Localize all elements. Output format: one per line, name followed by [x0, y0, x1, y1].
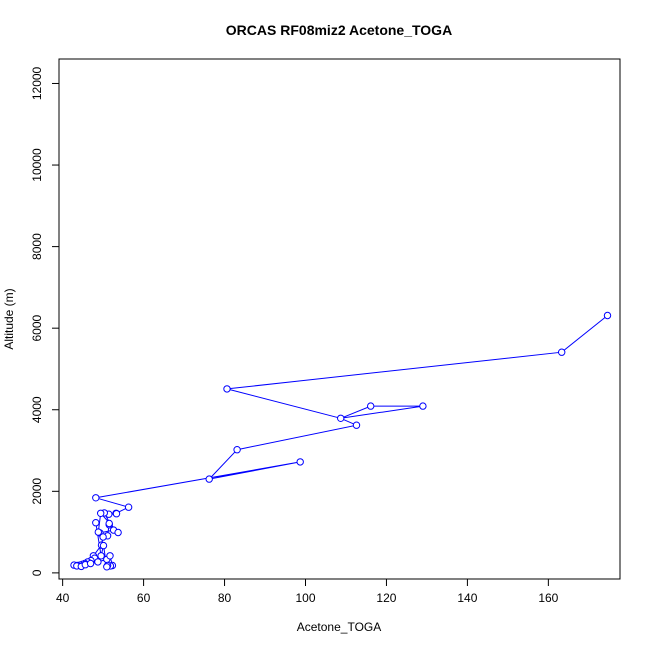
data-point [124, 503, 133, 511]
y-axis: 0 2000 4000 6000 8000 10000 12000 [30, 66, 60, 576]
x-tick-label: 160 [538, 591, 558, 605]
y-axis-label: Altitude (m) [2, 288, 16, 349]
data-point [105, 519, 113, 528]
x-tick-label: 40 [56, 591, 70, 605]
data-point [558, 348, 566, 356]
data-point [352, 421, 361, 429]
series-line-segment [340, 405, 423, 419]
data-point [419, 402, 427, 410]
data-point [112, 510, 121, 518]
series-layer [70, 311, 612, 571]
data-point [223, 385, 231, 393]
data-point [86, 559, 95, 568]
data-point [233, 446, 241, 454]
x-tick-label: 100 [295, 591, 315, 605]
data-point [367, 402, 375, 410]
y-tick-label: 6000 [30, 315, 44, 342]
x-axis-label: Acetone_TOGA [297, 620, 382, 634]
x-tick-label: 60 [137, 591, 151, 605]
data-point [603, 311, 612, 320]
data-point [97, 552, 105, 560]
x-tick-label: 140 [457, 591, 477, 605]
data-point [337, 414, 345, 422]
data-point [114, 528, 122, 537]
y-tick-label: 0 [30, 569, 44, 576]
x-tick-label: 120 [376, 591, 396, 605]
data-point [99, 541, 108, 550]
y-tick-label: 12000 [30, 66, 44, 100]
data-point [103, 563, 111, 571]
data-point [94, 558, 102, 566]
y-tick-label: 4000 [30, 396, 44, 423]
y-tick-label: 10000 [30, 148, 44, 182]
chart-title: ORCAS RF08miz2 Acetone_TOGA [226, 22, 452, 38]
data-point [205, 475, 213, 483]
data-point [92, 494, 100, 502]
data-point [97, 509, 105, 517]
data-point [106, 552, 114, 560]
data-point [94, 528, 103, 536]
data-point [92, 519, 100, 527]
y-tick-label: 8000 [30, 233, 44, 260]
x-axis: 40 60 80 100 120 140 160 [56, 578, 559, 605]
x-tick-label: 80 [218, 591, 232, 605]
data-point [99, 533, 107, 541]
data-point [296, 458, 304, 466]
y-tick-label: 2000 [30, 478, 44, 505]
